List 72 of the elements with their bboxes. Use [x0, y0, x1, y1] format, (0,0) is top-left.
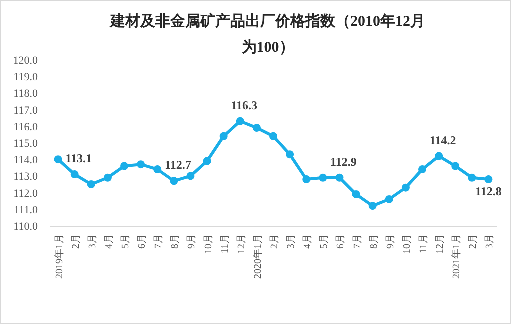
x-tick-label: 11月 [418, 234, 430, 254]
y-tick-label: 116.0 [14, 121, 38, 134]
x-tick-label: 3月 [484, 234, 496, 249]
point [286, 150, 294, 159]
x-tick-label: 9月 [385, 234, 396, 249]
y-tick-label: 110.0 [14, 221, 38, 233]
x-tick-label: 6月 [336, 234, 347, 249]
point [87, 180, 96, 188]
x-tick-label: 10月 [402, 234, 413, 254]
x-tick-label: 10月 [203, 234, 214, 254]
x-tick-label: 12月 [435, 234, 446, 254]
point [236, 117, 244, 126]
point [385, 195, 394, 204]
y-tick-label: 112.0 [14, 188, 38, 200]
point [452, 162, 460, 170]
y-tick-label: 115.0 [14, 138, 38, 150]
point [336, 174, 344, 182]
point [137, 160, 146, 169]
x-tick-label: 4月 [104, 234, 115, 249]
point [154, 166, 162, 174]
point [270, 132, 278, 140]
point [468, 174, 476, 182]
x-tick-label: 5月 [120, 234, 132, 249]
x-tick-label: 6月 [137, 234, 148, 249]
point [302, 176, 311, 184]
point [319, 174, 328, 182]
point [54, 156, 62, 164]
point [368, 202, 377, 210]
x-tick-label: 4月 [302, 234, 314, 249]
point [484, 176, 493, 184]
x-tick-label: 8月 [368, 234, 380, 249]
data-label: 112.9 [330, 154, 357, 169]
point [435, 152, 444, 160]
data-label: 116.3 [231, 98, 258, 112]
point [104, 174, 112, 182]
point [120, 162, 128, 170]
point [70, 170, 79, 179]
y-tick-label: 118.0 [14, 88, 38, 100]
x-tick-label: 5月 [319, 234, 330, 249]
x-tick-label: 7月 [154, 234, 165, 249]
x-tick-label: 7月 [352, 234, 364, 249]
point [203, 157, 212, 166]
x-tick-label: 12月 [236, 234, 248, 254]
x-tick-label: 2021年1月 [450, 234, 463, 279]
y-tick-label: 114.0 [14, 154, 38, 167]
title: 建材及非金属矿产品出厂价格指数（2010年12月为100） [110, 14, 426, 56]
x-tick-label: 2月 [270, 234, 280, 249]
y-tick-label: 119.0 [14, 72, 38, 84]
point [352, 190, 360, 198]
y-tick-label: 113.0 [14, 171, 38, 184]
y-tick-label: 111.0 [14, 204, 38, 216]
x-tick-label: 3月 [87, 234, 98, 249]
x-tick-label: 2019年1月 [53, 234, 66, 279]
point [418, 166, 426, 174]
point [186, 172, 195, 180]
data-label: 112.8 [476, 184, 502, 199]
x-tick-label: 2月 [468, 234, 480, 249]
x-tick-label: 2月 [70, 234, 82, 249]
x-tick-label: 11月 [220, 234, 231, 254]
point [252, 124, 261, 132]
data-label: 112.7 [164, 158, 192, 172]
x-tick-label: 3月 [286, 234, 298, 249]
point [402, 184, 410, 192]
x-tick-label: 8月 [170, 234, 182, 249]
x-tick-label: 2020年1月 [252, 234, 264, 279]
y-tick-label: 120.0 [13, 55, 38, 67]
point [220, 132, 228, 140]
x-tick-label: 9月 [186, 234, 198, 249]
point [170, 177, 178, 186]
y-tick-label: 117.0 [14, 104, 38, 117]
data-label: 113.1 [66, 152, 92, 166]
data-label: 114.2 [430, 133, 456, 148]
